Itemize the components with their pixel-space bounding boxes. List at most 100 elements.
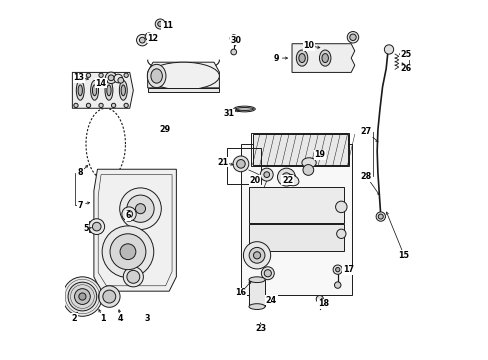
Bar: [248, 279, 264, 306]
Bar: [241, 144, 351, 295]
Circle shape: [261, 267, 274, 280]
Circle shape: [155, 19, 165, 29]
Circle shape: [89, 219, 104, 234]
Circle shape: [135, 204, 145, 214]
Text: 13: 13: [73, 73, 84, 82]
Ellipse shape: [147, 62, 219, 90]
Text: 31: 31: [223, 109, 234, 118]
Ellipse shape: [235, 108, 253, 111]
Text: 20: 20: [249, 176, 260, 185]
Text: 19: 19: [314, 150, 325, 159]
Circle shape: [316, 296, 323, 303]
Text: 28: 28: [360, 172, 371, 181]
Text: 25: 25: [400, 50, 410, 59]
Circle shape: [74, 289, 90, 305]
Circle shape: [378, 214, 383, 219]
Polygon shape: [147, 62, 219, 88]
Circle shape: [303, 165, 313, 175]
Text: 11: 11: [162, 21, 173, 30]
Circle shape: [120, 188, 161, 229]
Text: 29: 29: [159, 125, 170, 134]
Text: 18: 18: [317, 299, 328, 308]
Text: 15: 15: [398, 251, 409, 260]
Polygon shape: [291, 44, 354, 72]
Bar: [89, 221, 93, 232]
Circle shape: [99, 286, 120, 307]
Circle shape: [253, 252, 260, 259]
Circle shape: [336, 229, 346, 238]
Circle shape: [118, 77, 123, 83]
Bar: [248, 224, 344, 251]
Text: 30: 30: [230, 36, 241, 45]
Ellipse shape: [319, 50, 330, 66]
Polygon shape: [72, 72, 133, 108]
Ellipse shape: [121, 85, 125, 96]
Text: 26: 26: [400, 64, 410, 73]
Circle shape: [86, 73, 90, 77]
Circle shape: [92, 222, 101, 231]
Text: 12: 12: [147, 34, 158, 43]
Bar: [226, 148, 260, 184]
Ellipse shape: [248, 277, 264, 283]
Ellipse shape: [90, 81, 99, 100]
Circle shape: [136, 35, 148, 46]
Circle shape: [277, 168, 295, 186]
Circle shape: [145, 33, 152, 40]
Ellipse shape: [296, 50, 307, 66]
Ellipse shape: [147, 64, 165, 87]
Text: 21: 21: [217, 158, 228, 167]
Text: 14: 14: [95, 79, 106, 88]
Circle shape: [114, 74, 122, 83]
Circle shape: [243, 242, 270, 269]
Circle shape: [334, 282, 340, 288]
Circle shape: [99, 103, 103, 108]
Ellipse shape: [119, 81, 127, 100]
Text: 27: 27: [360, 127, 371, 136]
Circle shape: [126, 270, 140, 283]
Circle shape: [105, 72, 117, 84]
Circle shape: [102, 290, 116, 303]
Circle shape: [110, 234, 145, 270]
Text: 8: 8: [77, 168, 83, 177]
Bar: [251, 133, 348, 166]
Bar: [248, 187, 344, 223]
Circle shape: [158, 22, 163, 27]
Ellipse shape: [106, 85, 111, 96]
Circle shape: [335, 267, 339, 272]
Circle shape: [124, 103, 128, 108]
Ellipse shape: [283, 174, 298, 186]
Text: 23: 23: [255, 324, 265, 333]
Text: 4: 4: [118, 314, 123, 323]
Circle shape: [62, 277, 102, 316]
Circle shape: [349, 34, 355, 41]
Ellipse shape: [76, 81, 84, 100]
Circle shape: [375, 212, 385, 221]
Circle shape: [233, 156, 248, 172]
Circle shape: [236, 159, 244, 168]
Circle shape: [111, 73, 116, 77]
Text: 10: 10: [303, 41, 314, 50]
Circle shape: [260, 168, 273, 181]
Text: 6: 6: [125, 211, 130, 220]
Circle shape: [151, 34, 157, 40]
Text: 3: 3: [144, 314, 150, 323]
Circle shape: [335, 201, 346, 213]
Circle shape: [124, 73, 128, 77]
Circle shape: [249, 247, 264, 263]
Circle shape: [79, 293, 86, 300]
Text: 1: 1: [100, 314, 105, 323]
Circle shape: [122, 207, 136, 221]
Ellipse shape: [321, 54, 328, 63]
Circle shape: [108, 75, 114, 81]
Circle shape: [282, 173, 290, 181]
Circle shape: [74, 103, 78, 108]
Bar: [252, 134, 347, 165]
Ellipse shape: [151, 69, 162, 83]
Text: 5: 5: [83, 224, 88, 233]
Circle shape: [384, 45, 393, 54]
Ellipse shape: [105, 81, 113, 100]
Ellipse shape: [301, 158, 316, 168]
Circle shape: [120, 244, 136, 260]
Text: 16: 16: [235, 288, 246, 297]
Ellipse shape: [92, 85, 97, 96]
